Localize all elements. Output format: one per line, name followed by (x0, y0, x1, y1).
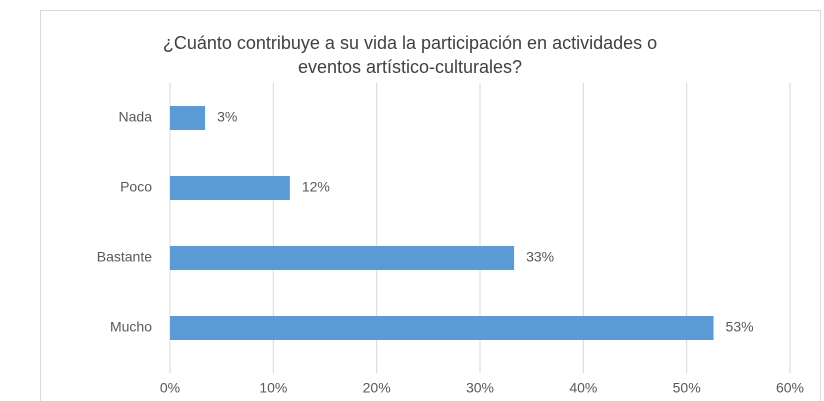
chart-title: ¿Cuánto contribuye a su vida la particip… (162, 33, 658, 77)
x-tick-label: 30% (466, 380, 494, 396)
bar (170, 106, 206, 130)
data-label: 53% (726, 319, 754, 335)
bar (170, 316, 714, 340)
y-tick-label: Bastante (97, 249, 152, 265)
y-tick-label: Mucho (110, 319, 152, 335)
y-tick-label: Poco (120, 179, 152, 195)
x-tick-label: 0% (160, 380, 180, 396)
x-tick-label: 10% (259, 380, 287, 396)
chart-frame (40, 10, 821, 401)
x-tick-label: 60% (776, 380, 804, 396)
x-tick-label: 20% (363, 380, 391, 396)
data-label: 3% (217, 109, 237, 125)
x-tick-label: 50% (673, 380, 701, 396)
y-tick-label: Nada (119, 109, 153, 125)
x-tick-label: 40% (569, 380, 597, 396)
bar (170, 176, 290, 200)
bar (170, 246, 515, 270)
data-label: 12% (302, 179, 330, 195)
data-label: 33% (526, 249, 554, 265)
